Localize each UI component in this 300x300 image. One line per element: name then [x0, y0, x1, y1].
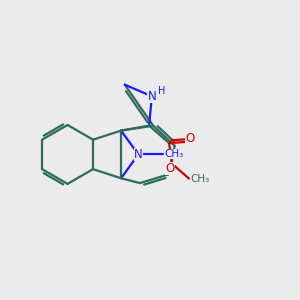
Text: N: N	[134, 148, 143, 161]
Text: H: H	[158, 85, 165, 96]
Text: CH₃: CH₃	[190, 174, 210, 184]
Text: O: O	[165, 162, 175, 175]
Text: N: N	[147, 90, 156, 103]
Text: O: O	[185, 132, 194, 145]
Text: CH₃: CH₃	[164, 149, 183, 159]
